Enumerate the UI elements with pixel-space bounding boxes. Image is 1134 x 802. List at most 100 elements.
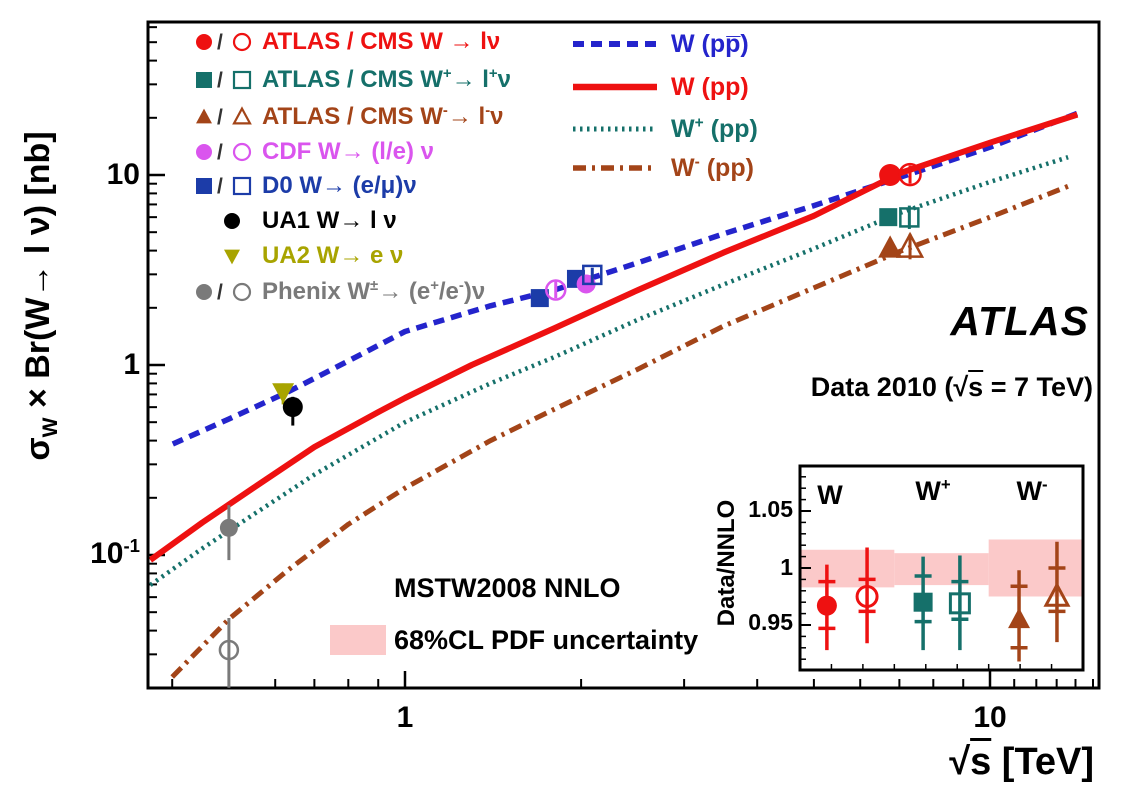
marker-legend-label: CDF W→ (l/e) ν [262,138,434,165]
slash-separator: / [217,141,223,164]
pdf-set-label: MSTW2008 NNLO [394,573,621,603]
marker-legend-row-cdf-w-l-e: / CDF W→ (l/e) ν [190,138,434,166]
legend-marker-open [232,32,252,52]
inset-pdf-band-w-- [988,539,1083,597]
inset-point-w---open [1043,581,1071,607]
marker-legend-label: Phenix W±→ (e+/e-)ν [262,278,486,305]
square-icon: / [196,69,252,92]
inset-point-w---filled [1008,607,1031,629]
curve-legend-row-w-pp: W (pp̅) [563,30,749,58]
circle-icon: / [196,31,252,54]
marker-legend-row-atlas-cms-w-l: / ATLAS / CMS W → lν [190,28,500,56]
legend-marker-filled [196,178,212,194]
marker-legend-row-phenix-w-e-+-e--: / Phenix W±→ (e+/e-)ν [190,278,485,306]
inset-pdf-band-w [800,549,895,588]
curve-legend-row-w---pp: W- (pp) [563,154,754,182]
data-point-phenix-filled [219,518,238,537]
curve-legend-row-w-+-pp: W+ (pp) [563,115,758,143]
marker-legend-label: UA1 W→ l ν [262,207,397,234]
slash-separator: / [217,175,223,198]
legend-marker-open [232,176,252,196]
marker-legend-row-ua1-w-l: UA1 W→ l ν [190,207,397,235]
data-point-cdf-open [544,279,567,301]
data-point-atlas-filled [879,164,902,186]
legend-marker-open [232,282,252,302]
y-tick-label-0p1: 10-1 [90,535,140,570]
marker-legend-label: ATLAS / CMS W+→ l+ν [262,66,511,93]
curve-legend-label: W+ (pp) [671,114,758,143]
inset-tick-1p05: 1.05 [748,496,793,522]
legend-marker-filled [196,284,212,300]
slash-separator: / [217,31,223,54]
slash-separator: / [217,69,223,92]
legend-marker-filled [196,108,212,124]
slash-separator: / [217,106,223,129]
legend-marker-filled [224,213,240,229]
marker-legend-row-d0-w-e: / D0 W→ (e/μ)ν [190,172,417,200]
inset-column-label-w-plus: W+ [915,475,951,506]
x-tick-label-10: 10 [973,701,1007,734]
pdf-band-label: 68%CL PDF uncertainty [394,625,699,655]
inset-point-w-+-filled [913,592,933,612]
legend-marker-open [232,142,252,162]
curve-legend-label: W (pp̅) [671,29,749,58]
inset-point-w-+-open [948,592,971,615]
marker-legend-label: ATLAS / CMS W-→ l-ν [262,103,504,130]
legend-marker-filled [196,144,212,160]
curve-legend-label: W (pp) [671,72,749,101]
circle-icon: / [196,141,252,164]
inset-point-w-open [855,585,879,608]
x-tick-label-1: 1 [396,701,414,734]
dashdot-line-icon [573,165,657,171]
legend-marker-filled [196,72,212,88]
dotted-line-icon [573,126,657,132]
circle-icon: / [196,281,252,304]
data-point-cms-open [899,207,920,228]
dashed-line-icon [573,41,657,47]
marker-legend-label: ATLAS / CMS W → lν [262,28,501,55]
data-point-ua1-filled [282,397,303,418]
inset-frame [798,464,1085,672]
inset-column-label-w: W [817,480,843,510]
data-point-ua2-filled [272,383,295,404]
data-point-phenix-open [218,639,240,661]
y-tick-label-10: 10 [106,158,140,191]
slash-separator: / [217,281,223,304]
x-axis-title: √s [TeV] [949,741,1094,783]
legend-marker-open [232,70,252,90]
inset-tick-0p95: 0.95 [748,609,793,635]
y-tick-label-1: 1 [123,348,140,381]
inset-pdf-band-w-+ [894,553,989,586]
marker-legend-row-atlas-cms-w---l--: / ATLAS / CMS W-→ l-ν [190,103,504,131]
inset-tick-1: 1 [780,554,793,580]
legend-marker-filled [196,34,212,50]
square-icon: / [196,175,252,198]
triangle-up-icon: / [196,106,252,129]
marker-legend-label: D0 W→ (e/μ)ν [262,172,417,199]
solid-line-icon [573,83,657,91]
y-axis-title: σW × Br(W→ l ν) [nb] [19,131,62,461]
data-point-d0-open [582,264,603,286]
inset-point-w-filled [816,595,837,616]
data-point-cms-open [895,231,925,258]
marker-legend-row-ua2-w-e: UA2 W→ e ν [190,242,403,270]
marker-legend-row-atlas-cms-w-+-l-+: / ATLAS / CMS W+→ l+ν [190,66,511,94]
circle-icon [224,213,240,229]
legend-marker-filled [224,249,240,265]
plot-frame [146,20,1101,690]
marker-legend-label: UA2 W→ e ν [262,242,404,269]
inset-column-label-w-minus: W- [1016,475,1048,506]
pdf-band-swatch [330,625,386,655]
experiment-label: ATLAS [950,298,1089,344]
data-point-atlas-filled [879,208,898,227]
triangle-down-icon [224,249,240,265]
legend-marker-open [232,106,252,125]
dataset-label: Data 2010 (√s = 7 TeV) [810,372,1093,402]
curve-legend-label: W- (pp) [671,153,754,182]
data-point-d0-filled [530,289,549,308]
data-point-atlas-filled [878,235,903,258]
curve-legend-row-w-pp: W (pp) [563,73,749,101]
data-point-cms-open [898,162,922,187]
